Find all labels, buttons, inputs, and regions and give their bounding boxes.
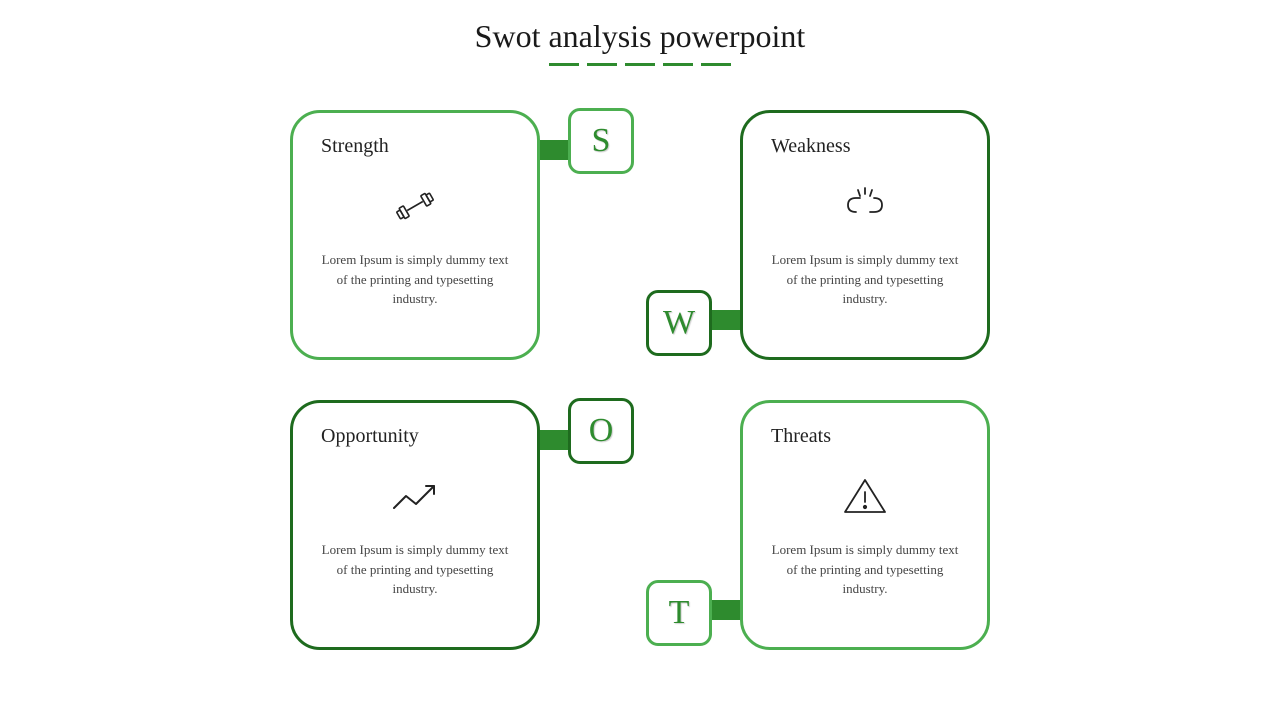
- card-opportunity: Opportunity Lorem Ipsum is simply dummy …: [290, 400, 540, 650]
- card-threats: Threats Lorem Ipsum is simply dummy text…: [740, 400, 990, 650]
- card-strength: Strength Lorem Ipsum is simply dummy tex…: [290, 110, 540, 360]
- card-desc-opportunity: Lorem Ipsum is simply dummy text of the …: [313, 540, 517, 599]
- card-title-weakness: Weakness: [763, 135, 967, 158]
- swot-grid: Strength Lorem Ipsum is simply dummy tex…: [290, 110, 990, 680]
- trend-up-icon: [313, 466, 517, 526]
- card-title-threats: Threats: [763, 425, 967, 448]
- card-title-opportunity: Opportunity: [313, 425, 517, 448]
- card-desc-threats: Lorem Ipsum is simply dummy text of the …: [763, 540, 967, 599]
- broken-link-icon: [763, 176, 967, 236]
- card-desc-strength: Lorem Ipsum is simply dummy text of the …: [313, 250, 517, 309]
- swot-row-2: Opportunity Lorem Ipsum is simply dummy …: [290, 400, 990, 680]
- page-title: Swot analysis powerpoint: [0, 0, 1280, 55]
- badge-o: O: [568, 398, 634, 464]
- badge-letter-t: T: [669, 594, 690, 632]
- badge-letter-w: W: [663, 304, 695, 342]
- dumbbell-icon: [313, 176, 517, 236]
- card-desc-weakness: Lorem Ipsum is simply dummy text of the …: [763, 250, 967, 309]
- card-title-strength: Strength: [313, 135, 517, 158]
- badge-t: T: [646, 580, 712, 646]
- title-underline: [0, 63, 1280, 66]
- swot-row-1: Strength Lorem Ipsum is simply dummy tex…: [290, 110, 990, 390]
- badge-s: S: [568, 108, 634, 174]
- warning-icon: [763, 466, 967, 526]
- badge-w: W: [646, 290, 712, 356]
- badge-letter-o: O: [589, 412, 614, 450]
- badge-letter-s: S: [592, 122, 611, 160]
- card-weakness: Weakness Lorem Ipsum is simply dummy tex…: [740, 110, 990, 360]
